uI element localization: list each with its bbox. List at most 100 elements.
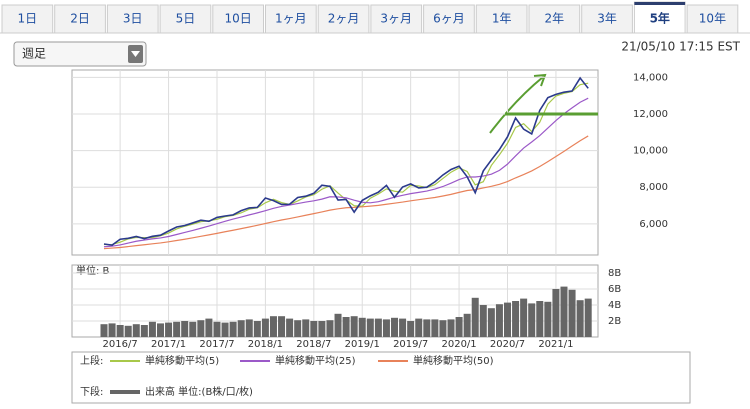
volume-bar xyxy=(552,289,560,337)
x-tick-label: 2018/1 xyxy=(248,339,283,350)
tab[interactable] xyxy=(475,4,528,34)
x-tick-label: 2020/1 xyxy=(441,339,476,350)
tab-label[interactable]: 10年 xyxy=(699,12,726,26)
volume-bar xyxy=(269,316,277,337)
tab-label[interactable]: 3年 xyxy=(597,12,617,26)
volume-bar xyxy=(544,301,552,337)
y-tick-label: 2B xyxy=(608,316,621,327)
volume-bar xyxy=(181,321,189,337)
tab-label[interactable]: 2年 xyxy=(545,12,565,26)
volume-bar xyxy=(278,316,286,337)
tab-label[interactable]: 3日 xyxy=(123,12,143,26)
volume-unit: 単位: B xyxy=(76,264,110,277)
dropdown-arrow xyxy=(131,51,140,57)
tab-label[interactable]: 3ヶ月 xyxy=(380,12,412,26)
volume-bar xyxy=(366,318,374,337)
volume-bar xyxy=(431,319,439,337)
tab-label[interactable]: 1日 xyxy=(18,12,38,26)
tab[interactable] xyxy=(106,4,159,34)
annotation-arrow-head xyxy=(533,73,547,87)
volume-bar xyxy=(286,318,294,337)
tab[interactable] xyxy=(581,4,633,34)
line xyxy=(103,97,589,248)
volume-bar xyxy=(326,320,334,337)
x-tick-label: 2018/7 xyxy=(296,339,331,350)
volume-bar xyxy=(391,317,399,337)
tab[interactable] xyxy=(528,4,581,34)
legend-upper-label: 上段: xyxy=(80,354,103,367)
timestamp: 21/05/10 17:15 EST xyxy=(621,40,740,54)
tab[interactable] xyxy=(686,4,739,34)
y-tick-label: 4B xyxy=(608,300,621,311)
volume-bar xyxy=(253,321,261,337)
tab[interactable] xyxy=(159,4,212,34)
tab-label[interactable]: 1年 xyxy=(492,12,512,26)
y-tick-label: 12,000 xyxy=(633,109,668,120)
volume-bar xyxy=(495,304,503,337)
tab[interactable] xyxy=(633,1,686,34)
tab-active-bar xyxy=(634,2,686,5)
tab[interactable] xyxy=(423,4,475,34)
line xyxy=(103,135,589,250)
dropdown[interactable] xyxy=(13,41,147,67)
tab-label[interactable]: 2日 xyxy=(70,12,90,26)
legend-label: 出来高 単位:(B株/口/枚) xyxy=(145,385,253,398)
volume-bar xyxy=(124,325,132,337)
volume-bar xyxy=(447,319,455,337)
volume-bar xyxy=(576,300,584,337)
x-tick-label: 2019/1 xyxy=(345,339,380,350)
volume-bar xyxy=(197,320,205,337)
tab-label[interactable]: 2ヶ月 xyxy=(328,12,360,26)
volume-bar xyxy=(382,319,390,337)
volume-bar xyxy=(245,319,253,337)
volume-bar xyxy=(229,321,237,337)
volume-bar xyxy=(100,324,108,337)
volume-bar xyxy=(568,289,576,337)
volume-bar xyxy=(415,318,423,337)
y-tick-label: 6B xyxy=(608,284,621,295)
volume-bar xyxy=(189,321,197,337)
volume-bar xyxy=(334,313,342,337)
volume-bar xyxy=(463,313,471,337)
legend-label: 単純移動平均(50) xyxy=(413,354,494,367)
volume-bar xyxy=(318,321,326,337)
volume-bar xyxy=(148,321,156,337)
volume-bar xyxy=(156,323,164,337)
volume-bar xyxy=(479,305,487,337)
volume-bar xyxy=(205,318,213,337)
tab-label[interactable]: 10日 xyxy=(225,12,252,26)
volume-bar xyxy=(374,318,382,337)
volume-bar xyxy=(528,303,536,337)
tab[interactable] xyxy=(1,4,54,34)
volume-bar xyxy=(140,325,148,337)
volume-bar xyxy=(399,318,407,337)
volume-bar xyxy=(520,298,528,337)
x-tick-label: 2019/7 xyxy=(393,339,428,350)
volume-bar xyxy=(261,318,269,337)
volume-bar xyxy=(116,325,124,337)
volume-bar xyxy=(165,322,173,337)
volume-bar xyxy=(294,320,302,337)
legend-label: 単純移動平均(5) xyxy=(145,354,219,367)
tab[interactable] xyxy=(317,4,370,34)
volume-bar xyxy=(132,324,140,337)
volume-bar xyxy=(423,319,431,337)
dropdown-label: 週足 xyxy=(22,47,46,61)
volume-bar xyxy=(350,316,358,337)
volume-bar xyxy=(342,317,350,337)
volume-bar xyxy=(237,320,245,337)
tab-label[interactable]: 6ヶ月 xyxy=(433,12,465,26)
tab-label[interactable]: 5年 xyxy=(650,11,670,26)
tab-label[interactable]: 1ヶ月 xyxy=(275,12,307,26)
x-tick-label: 2017/1 xyxy=(151,339,186,350)
tab[interactable] xyxy=(212,4,265,34)
x-tick-label: 2016/7 xyxy=(103,339,138,350)
tab[interactable] xyxy=(370,4,423,34)
tab-label[interactable]: 5日 xyxy=(176,12,196,26)
annotation-arrow xyxy=(489,76,544,134)
y-tick-label: 8B xyxy=(608,268,621,279)
tab[interactable] xyxy=(265,4,317,34)
volume-bar xyxy=(584,298,592,337)
tab[interactable] xyxy=(54,4,106,34)
